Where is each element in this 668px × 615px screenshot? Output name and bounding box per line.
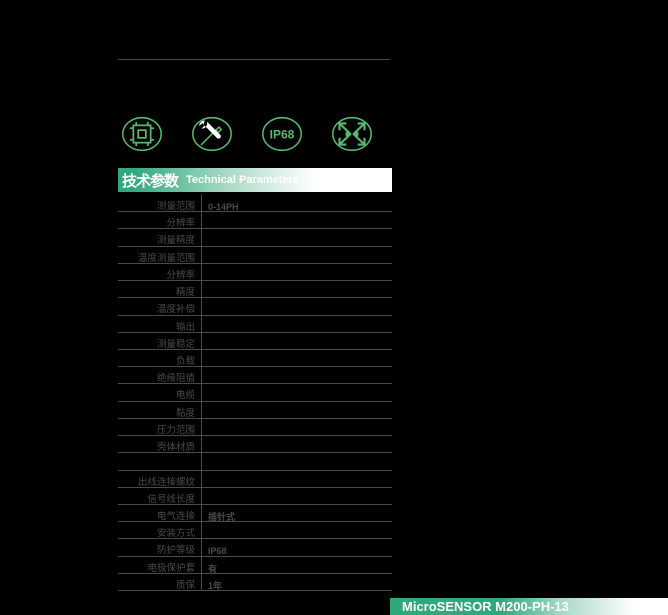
svg-text:IP68: IP68 bbox=[270, 127, 295, 141]
